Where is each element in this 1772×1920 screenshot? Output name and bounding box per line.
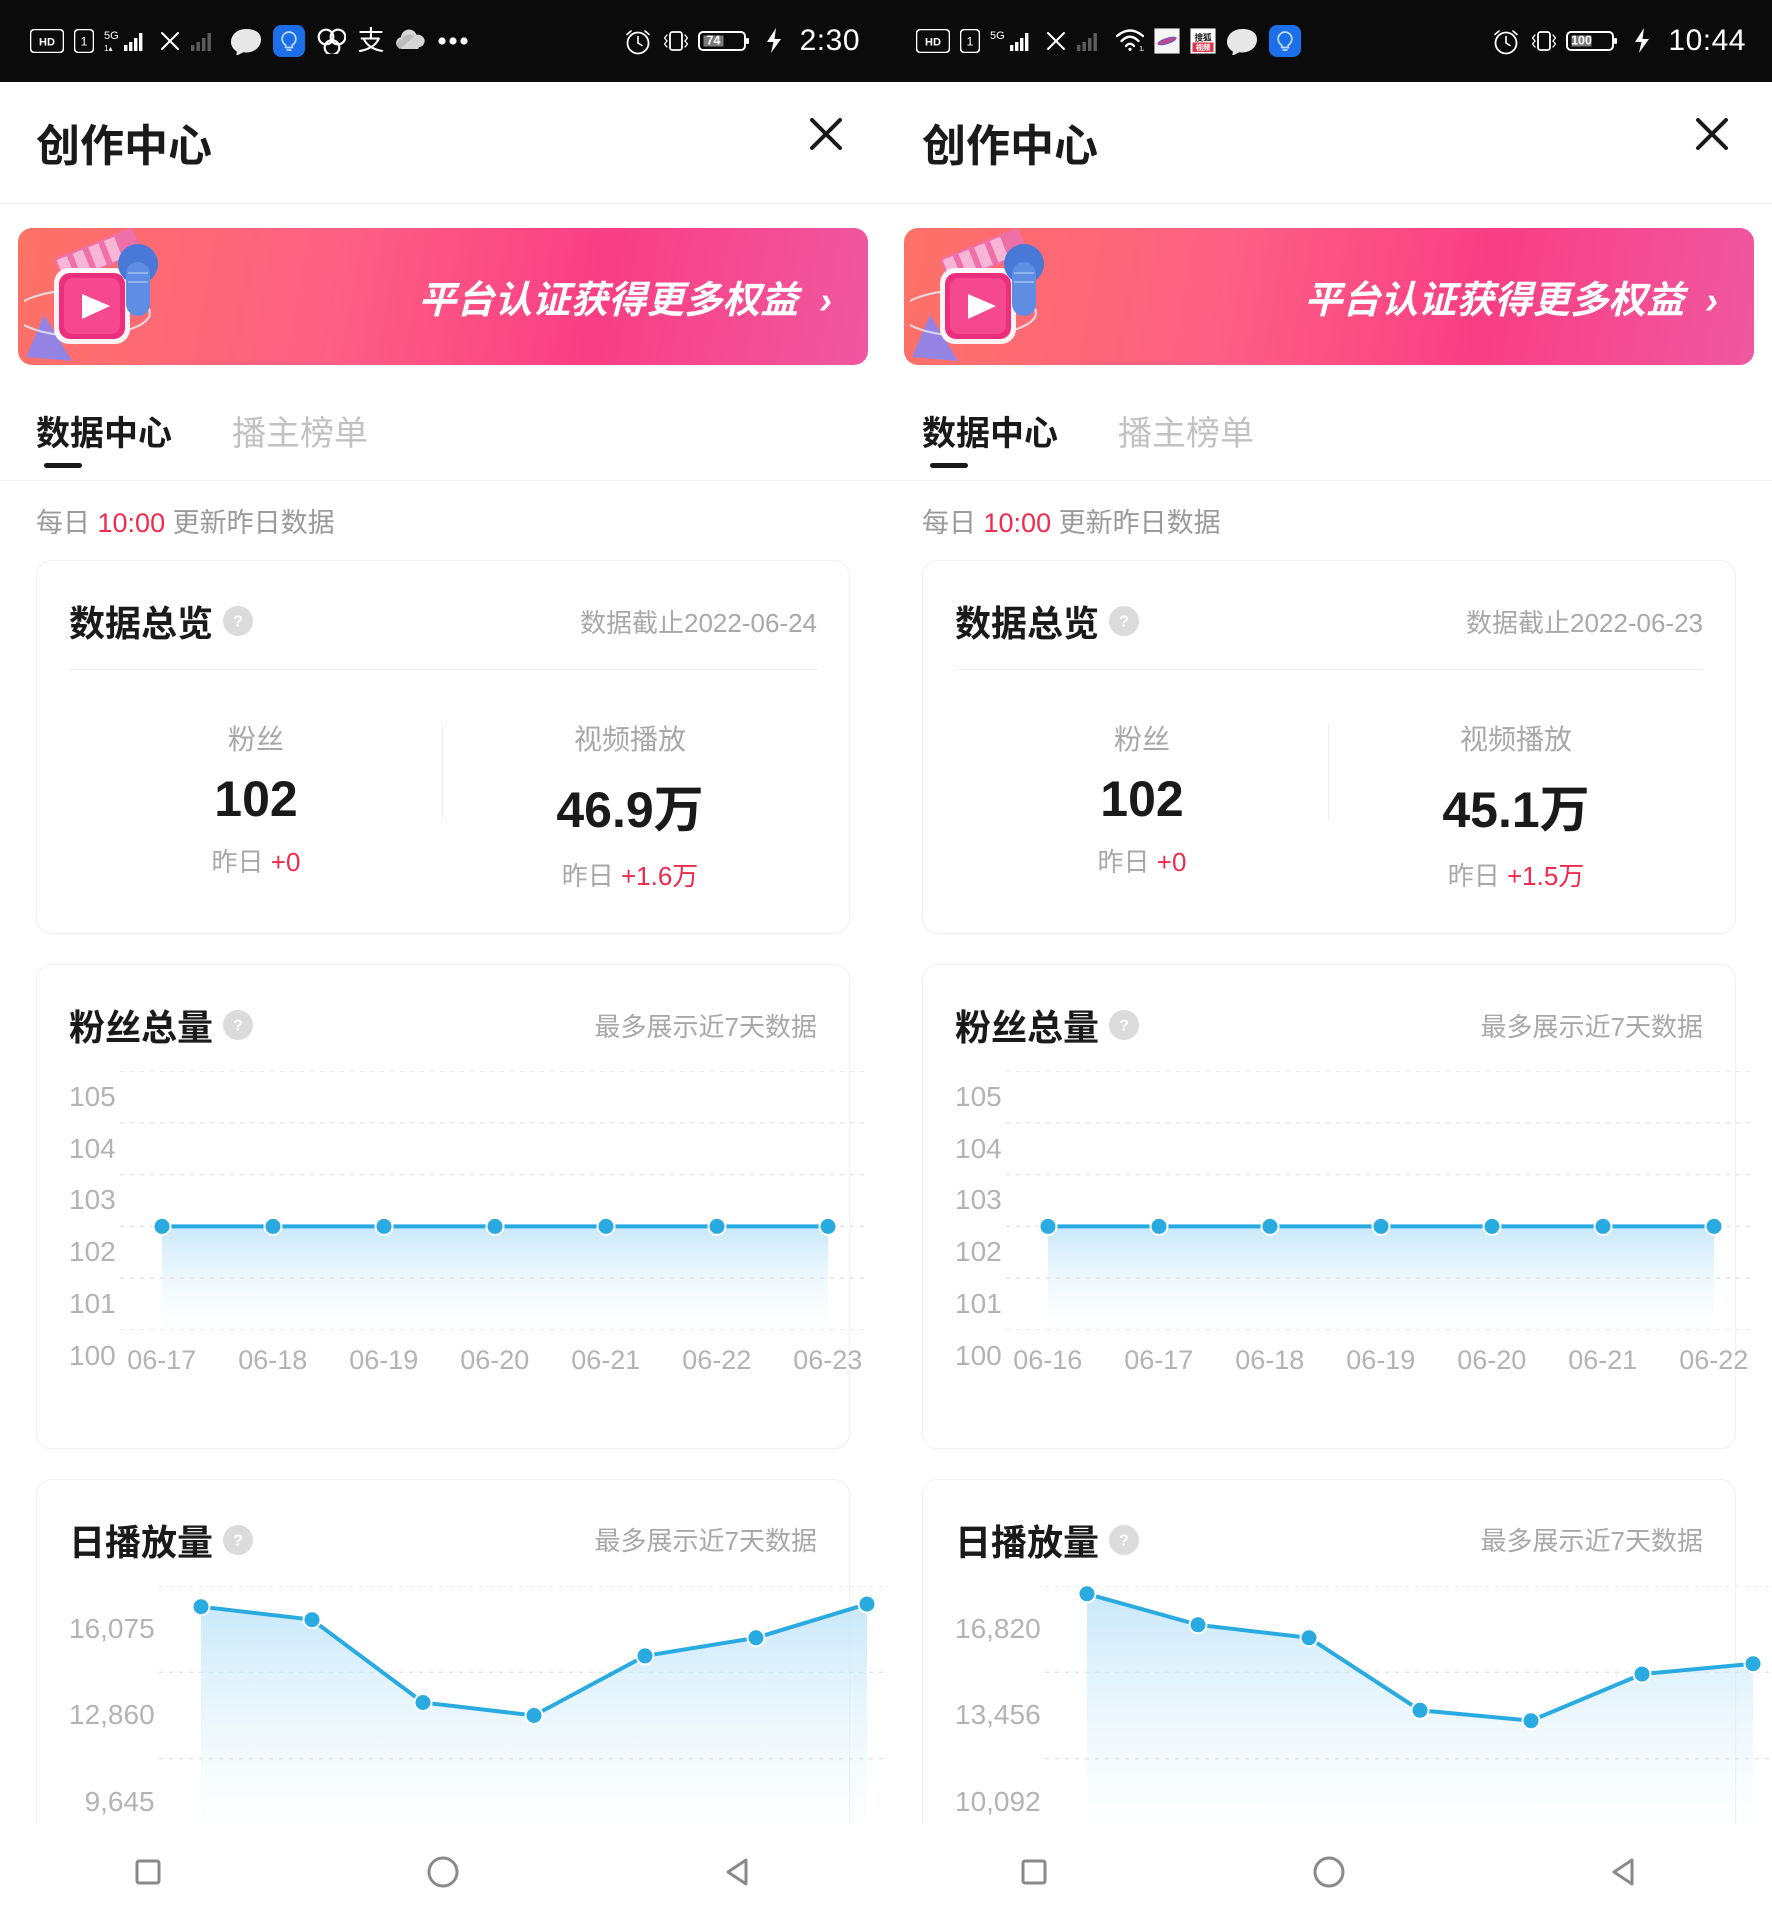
svg-text:视频: 视频 bbox=[1196, 43, 1211, 52]
svg-text:100: 100 bbox=[1571, 33, 1592, 47]
svg-text:1▴: 1▴ bbox=[104, 44, 112, 53]
svg-text:1: 1 bbox=[967, 35, 974, 49]
svg-text:5G: 5G bbox=[990, 30, 1005, 42]
svg-text:?: ? bbox=[1119, 1532, 1129, 1549]
svg-text:搜狐: 搜狐 bbox=[1194, 33, 1212, 43]
svg-text:支: 支 bbox=[358, 27, 385, 55]
svg-text:1: 1 bbox=[81, 35, 88, 49]
svg-text:HD: HD bbox=[925, 37, 941, 49]
svg-text:HD: HD bbox=[39, 37, 55, 49]
svg-text:?: ? bbox=[233, 1532, 243, 1549]
svg-text:74: 74 bbox=[706, 33, 720, 47]
svg-text:?: ? bbox=[1119, 614, 1129, 631]
svg-text:?: ? bbox=[233, 1018, 243, 1035]
svg-text:?: ? bbox=[1119, 1018, 1129, 1035]
svg-text:1▴: 1▴ bbox=[1139, 44, 1144, 53]
svg-text:5G: 5G bbox=[104, 30, 119, 42]
svg-text:?: ? bbox=[233, 614, 243, 631]
